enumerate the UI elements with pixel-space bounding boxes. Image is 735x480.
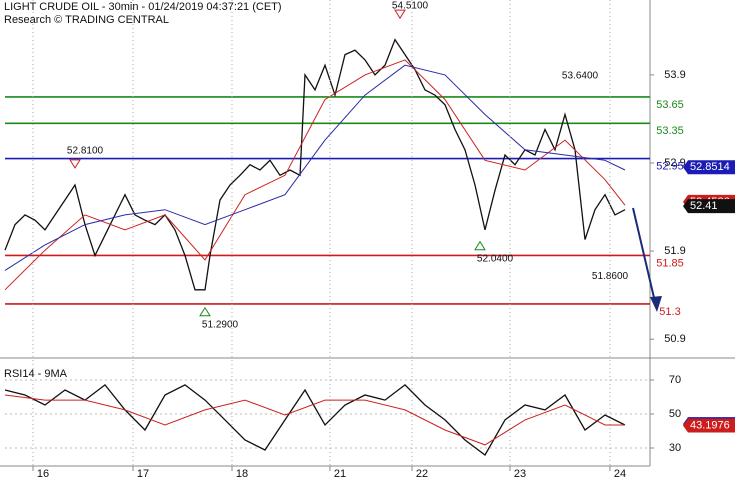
chart-title: LIGHT CRUDE OIL - 30min - 01/24/2019 04:… xyxy=(4,1,282,13)
y-tick-label: 50.9 xyxy=(664,333,685,345)
y-tick-label: 51.9 xyxy=(664,245,685,257)
series-line xyxy=(4,383,626,456)
level-label: 51.85 xyxy=(656,257,684,269)
marker-up xyxy=(474,240,486,251)
forecast-arrowhead xyxy=(650,296,662,312)
annotation-label: 54.5100 xyxy=(392,1,429,12)
x-tick-label: 24 xyxy=(614,468,626,480)
price-tag xyxy=(683,199,735,214)
level-label: 51.3 xyxy=(659,306,680,318)
y-tick-label: 52.9 xyxy=(664,157,685,169)
series-line xyxy=(4,64,626,271)
y-tick-label: 30 xyxy=(669,442,681,454)
price-tag-label: 52.8514 xyxy=(690,161,730,173)
series-line xyxy=(4,59,626,291)
y-tick-label: 50 xyxy=(669,408,681,420)
x-tick-label: 23 xyxy=(514,468,526,480)
marker-down xyxy=(394,9,406,20)
annotation-label: 52.0400 xyxy=(477,253,514,264)
marker-down xyxy=(69,159,81,169)
y-tick-label: 70 xyxy=(669,374,681,386)
series-line xyxy=(4,394,625,446)
price-tag-label: 52.41 xyxy=(690,200,718,212)
series-line xyxy=(4,38,626,291)
x-tick-label: 18 xyxy=(236,468,248,480)
rsi-title: RSI14 - 9MA xyxy=(4,368,68,380)
y-tick-label: 53.9 xyxy=(664,69,685,81)
price-tag-label: 43.1976 xyxy=(690,419,730,431)
chart-subtitle: Research © TRADING CENTRAL xyxy=(4,14,169,26)
annotation-label: 52.8100 xyxy=(67,146,104,157)
x-tick-label: 22 xyxy=(416,468,428,480)
annotation-label: 53.6400 xyxy=(562,70,599,81)
forecast-arrow xyxy=(632,207,656,303)
plot: 50.9 51.9 52.9 53.9 53.65 53.35 52.95 51.85 51.3… xyxy=(4,0,735,480)
x-tick-label: 21 xyxy=(334,468,346,480)
level-label: 52.95 xyxy=(656,160,684,172)
level-label: 53.35 xyxy=(656,125,684,137)
level-label: 53.65 xyxy=(656,99,684,111)
x-tick-label: 17 xyxy=(137,468,149,480)
annotation-label: 51.2900 xyxy=(202,319,239,330)
x-tick-label: 16 xyxy=(37,468,49,480)
marker-up xyxy=(199,306,211,317)
price-tag xyxy=(683,160,735,175)
price-tag xyxy=(683,418,735,433)
